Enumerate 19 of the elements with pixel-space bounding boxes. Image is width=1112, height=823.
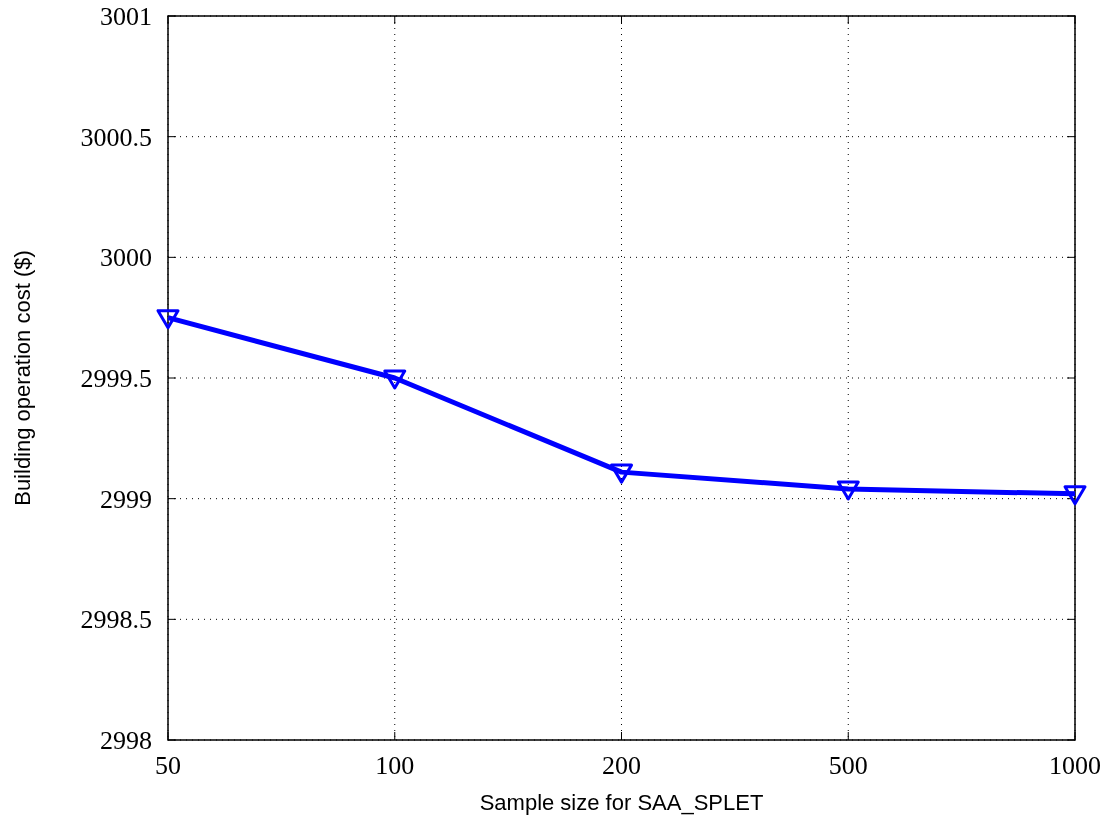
- point: [1063, 485, 1087, 506]
- x-tick-label: 200: [602, 751, 641, 780]
- x-tick-label: 500: [828, 751, 868, 780]
- point: [383, 369, 407, 390]
- point: [836, 480, 860, 501]
- point: [156, 309, 180, 330]
- x-tick-label: 50: [155, 751, 181, 780]
- y-tick-label: 3001: [100, 2, 152, 32]
- y-axis-title: Building operation cost ($): [10, 250, 35, 506]
- x-tick-label: 1000: [1049, 751, 1101, 780]
- x-axis-title: Sample size for SAA_SPLET: [479, 790, 764, 815]
- y-tick-label: 2999.5: [80, 364, 152, 394]
- y-tick-label: 2998: [100, 726, 152, 756]
- x-tick-label: 100: [375, 751, 415, 780]
- y-tick-label: 3000.5: [80, 122, 152, 152]
- y-tick-label: 3000: [100, 243, 152, 273]
- y-tick-label: 2998.5: [80, 605, 152, 635]
- point: [610, 463, 633, 484]
- y-tick-label: 2999: [100, 484, 152, 514]
